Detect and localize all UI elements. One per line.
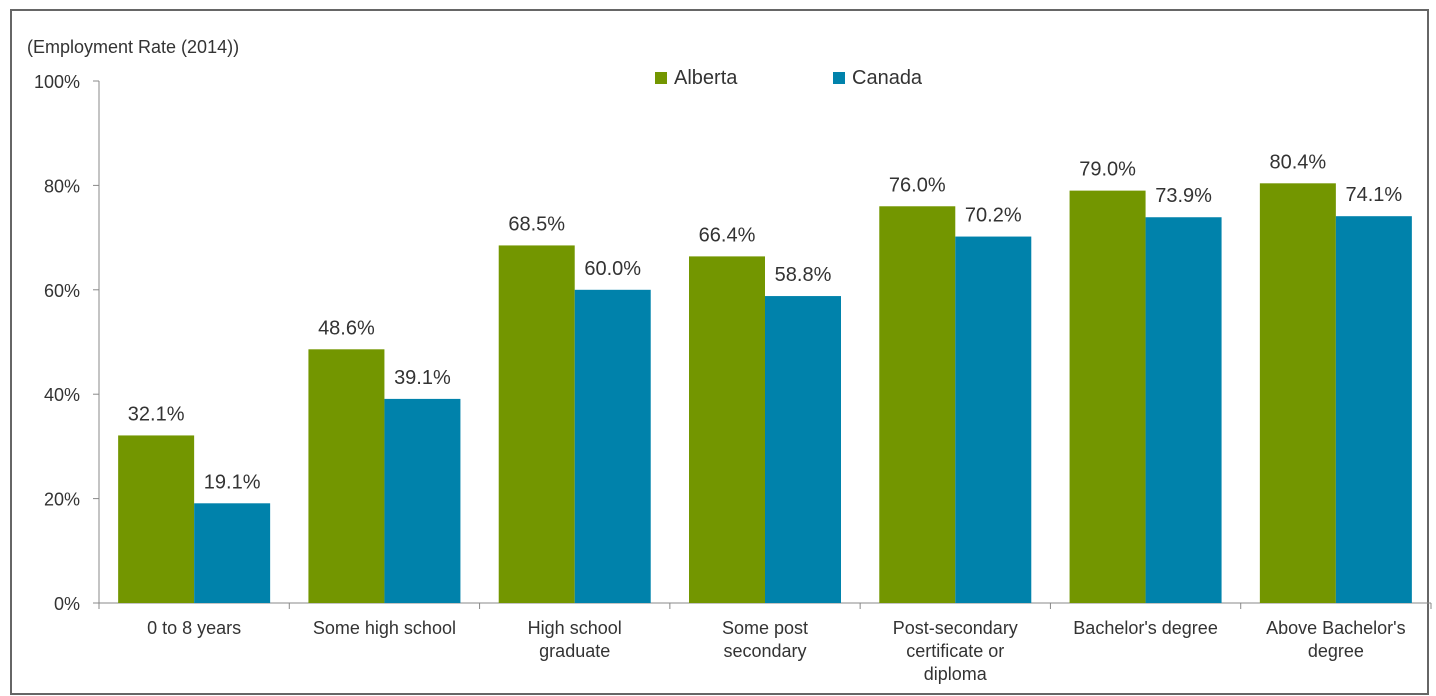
legend-swatch [833,72,845,84]
bar-alberta [308,349,385,603]
y-tick-label: 40% [44,385,80,405]
legend: Alberta Canada [655,67,923,89]
bar-alberta [879,206,956,603]
legend-label: Canada [852,67,923,89]
x-tick-label: Some high school [313,618,456,638]
y-axis-label: (Employment Rate (2014)) [27,37,240,57]
data-label: 48.6% [318,317,375,339]
y-tick-label: 20% [44,490,80,510]
x-tick-label: Above Bachelor's [1266,618,1406,638]
data-label: 68.5% [508,213,565,235]
data-label: 80.4% [1269,151,1326,173]
bar-canada [1145,217,1222,603]
bar-canada [194,503,271,603]
x-tick-label: 0 to 8 years [147,618,241,638]
data-label: 39.1% [394,367,451,389]
y-tick-label: 0% [54,594,80,614]
y-tick-label: 60% [44,281,80,301]
x-tick-label: secondary [723,641,806,661]
x-tick-label: Post-secondary [893,618,1018,638]
y-tick-label: 100% [34,72,80,92]
x-tick-label: Bachelor's degree [1073,618,1218,638]
bar-alberta [689,256,765,603]
bar-canada [955,236,1032,603]
data-label: 60.0% [584,258,641,280]
x-tick-label: Some post [722,618,808,638]
bar-canada [1335,216,1412,603]
data-label: 73.9% [1155,185,1212,207]
x-tick-label: diploma [924,664,988,684]
bar-alberta [1069,190,1146,603]
bar-canada [765,296,841,603]
x-tick-label: degree [1308,641,1364,661]
data-label: 66.4% [699,224,756,246]
x-tick-label: graduate [539,641,610,661]
legend-swatch [655,72,667,84]
data-label: 70.2% [965,205,1022,227]
x-tick-label: certificate or [906,641,1004,661]
bar-alberta [498,245,575,603]
y-tick-label: 80% [44,176,80,196]
data-label: 58.8% [775,264,832,286]
data-label: 79.0% [1079,159,1136,181]
legend-label: Alberta [674,67,738,89]
bar-alberta [1259,183,1336,603]
data-label: 76.0% [889,174,946,196]
data-label: 32.1% [128,403,185,425]
bar-alberta [118,435,195,603]
bar-canada [384,398,461,603]
bars [118,183,1412,603]
data-labels: 32.1% 48.6% 68.5% 66.4% 76.0% 79.0% 80.4% 19.1%… [128,151,1403,493]
chart-frame [10,9,1429,695]
x-tick-label: High school [528,618,622,638]
data-label: 19.1% [204,471,261,493]
axes: 0% 20% 40% 60% 80% 100% 0 to 8 years Some high … [34,72,1432,684]
data-label: 74.1% [1345,184,1402,206]
bar-canada [574,289,651,603]
